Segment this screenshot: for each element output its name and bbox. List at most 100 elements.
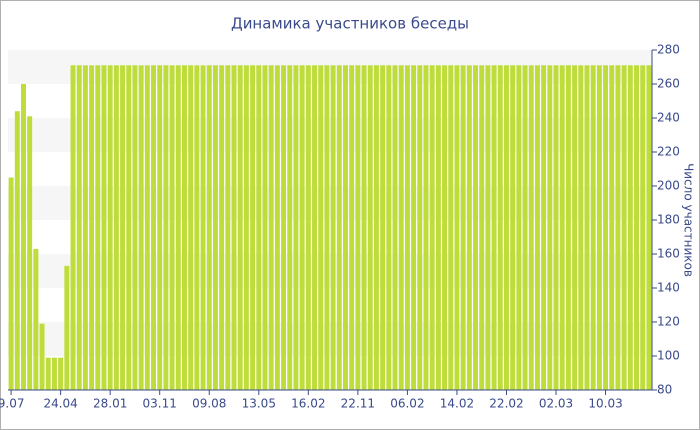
bar (590, 65, 596, 391)
x-tick-label: 03.11 (143, 397, 177, 411)
bar (45, 357, 51, 390)
chart-title: Динамика участников беседы (231, 15, 469, 33)
y-tick-label: 280 (657, 43, 680, 57)
bar (89, 65, 95, 391)
y-tick-label: 80 (657, 383, 672, 397)
bar (126, 65, 132, 391)
bar (565, 65, 571, 391)
bar (212, 65, 218, 391)
bar (423, 65, 429, 391)
x-tick-label: 28.01 (93, 397, 127, 411)
bar (8, 177, 14, 390)
bar (367, 65, 373, 391)
bar (615, 65, 621, 391)
bar (281, 65, 287, 391)
bar (640, 65, 646, 391)
bar (553, 65, 559, 391)
bar (318, 65, 324, 391)
bar (324, 65, 330, 391)
x-tick-label: 9.07 (0, 397, 24, 411)
bar (120, 65, 126, 391)
bar (380, 65, 386, 391)
bar (256, 65, 262, 391)
bar (274, 65, 280, 391)
x-tick-label: 02.03 (539, 397, 573, 411)
bar (547, 65, 553, 391)
bar (361, 65, 367, 391)
bar (231, 65, 237, 391)
bar (479, 65, 485, 391)
x-tick-label: 13.05 (242, 397, 276, 411)
bar (299, 65, 305, 391)
bar (175, 65, 181, 391)
bar (460, 65, 466, 391)
x-tick-label: 24.04 (43, 397, 77, 411)
bar (516, 65, 522, 391)
y-tick-label: 160 (657, 247, 680, 261)
bar (58, 357, 64, 390)
bar (132, 65, 138, 391)
bar (373, 65, 379, 391)
bar (634, 65, 639, 391)
bar (157, 65, 163, 391)
bar (219, 65, 225, 391)
bar (596, 65, 602, 391)
bar (411, 65, 417, 391)
bar (429, 65, 435, 391)
bar (305, 65, 311, 391)
bar (559, 65, 565, 391)
bar (627, 65, 633, 391)
bar (398, 65, 404, 391)
bar (21, 84, 26, 390)
bar (392, 65, 398, 391)
bar (107, 65, 113, 391)
bar (343, 65, 348, 391)
bar (454, 65, 460, 391)
bar (621, 65, 627, 391)
bar (528, 65, 534, 391)
bar (14, 111, 20, 390)
bar (349, 65, 355, 391)
x-tick-label: 09.08 (192, 397, 226, 411)
y-tick-label: 100 (657, 349, 680, 363)
bar (225, 65, 231, 391)
x-tick-label: 14.02 (440, 397, 474, 411)
bar (39, 323, 45, 390)
bar (522, 65, 528, 391)
bar (448, 65, 454, 391)
bar (51, 357, 57, 390)
bar (312, 65, 317, 391)
y-tick-label: 180 (657, 213, 680, 227)
bar (64, 265, 70, 390)
bar (95, 65, 101, 391)
bar (206, 65, 212, 391)
bar (466, 65, 472, 391)
bar (541, 65, 547, 391)
y-axis-label: Число участников (682, 163, 696, 277)
bar (572, 65, 578, 391)
bar (113, 65, 119, 391)
y-tick-label: 200 (657, 179, 680, 193)
bar (250, 65, 256, 391)
bar (287, 65, 293, 391)
x-tick-label: 06.02 (390, 397, 424, 411)
bar (33, 248, 39, 390)
bar (70, 65, 76, 391)
bar (194, 65, 200, 391)
x-tick-label: 22.11 (341, 397, 375, 411)
bar (237, 65, 243, 391)
bar (262, 65, 268, 391)
bar (491, 65, 497, 391)
bar (330, 65, 336, 391)
bar (144, 65, 150, 391)
bar (534, 65, 540, 391)
bar (603, 65, 609, 391)
bar (188, 65, 194, 391)
bar (27, 116, 33, 391)
bar (417, 65, 423, 391)
bar (584, 65, 590, 391)
bar (609, 65, 615, 391)
x-tick-label: 16.02 (291, 397, 325, 411)
bar (76, 65, 82, 391)
